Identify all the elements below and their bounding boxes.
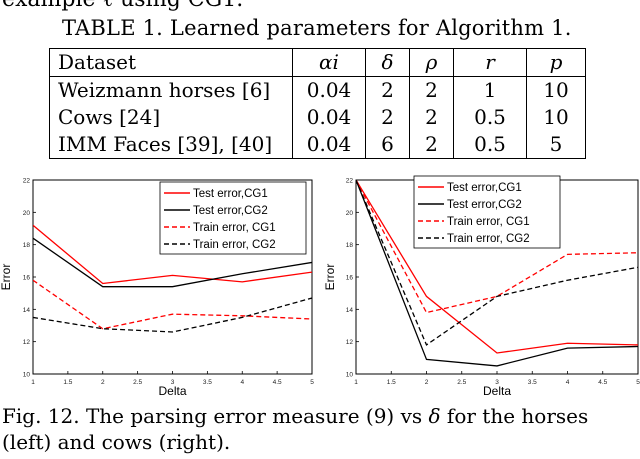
y-axis-label: Error — [323, 264, 337, 291]
x-tick-label: 1 — [354, 379, 358, 386]
cell-r: 0.5 — [453, 104, 527, 131]
y-tick-label: 16 — [346, 275, 354, 282]
cell-alpha: 0.04 — [292, 76, 366, 104]
header-dataset: Dataset — [49, 48, 293, 77]
figure-caption-text: Fig. 12. The parsing error measure (9) v… — [2, 404, 429, 428]
figure-caption-text-end: for the horses — [440, 404, 589, 428]
y-tick-label: 10 — [23, 372, 31, 379]
figure-caption-delta: δ — [428, 404, 441, 428]
y-tick-label: 14 — [23, 307, 31, 314]
series-line-1 — [33, 224, 312, 285]
legend-box — [413, 175, 561, 249]
x-tick-label: 5 — [310, 379, 314, 386]
cell-alpha: 0.04 — [292, 104, 366, 131]
y-tick-label: 12 — [23, 339, 31, 346]
x-tick-label: 4 — [566, 379, 570, 386]
cell-delta: 6 — [365, 131, 410, 159]
legend-entry: Test error,CG1 — [447, 182, 522, 194]
cell-alpha: 0.04 — [292, 131, 366, 159]
figure-caption-line2: (left) and cows (right). — [2, 430, 231, 454]
table-header-row: Dataset αi δ ρ r p — [49, 48, 586, 77]
legend-entry: Train error, CG1 — [193, 222, 276, 234]
series-line-1 — [356, 180, 638, 354]
cell-p: 10 — [526, 104, 586, 131]
x-tick-label: 4 — [240, 379, 244, 386]
y-tick-label: 16 — [23, 275, 31, 282]
y-axis-label: Error — [0, 264, 13, 291]
series-line-3 — [356, 180, 638, 314]
series-line-4 — [356, 180, 638, 346]
preceding-text-line: example ℓ using CG1. — [2, 0, 243, 12]
x-tick-label: 5 — [636, 379, 640, 386]
x-axis-label: Delta — [483, 384, 511, 398]
x-tick-label: 1.5 — [387, 379, 396, 386]
horses-error-plot: 1 1.5 2 2.5 3 3.5 4 4.5 5 10 12 14 16 18 20 22 Delta Erro… — [0, 178, 314, 399]
x-tick-label: 4.5 — [598, 379, 607, 386]
x-tick-label: 2.5 — [133, 379, 142, 386]
y-tick-label: 22 — [346, 178, 354, 185]
y-tick-label: 14 — [346, 307, 354, 314]
series-line-2 — [33, 237, 312, 288]
cell-dataset: IMM Faces [39], [40] — [49, 131, 293, 159]
y-tick-label: 10 — [346, 372, 354, 379]
series-line-3 — [33, 279, 312, 330]
x-tick-label: 3.5 — [203, 379, 212, 386]
cell-r: 1 — [453, 76, 527, 104]
x-tick-label: 3 — [495, 379, 499, 386]
cell-rho: 2 — [409, 104, 454, 131]
header-delta: δ — [365, 48, 410, 77]
x-tick-label: 3 — [171, 379, 175, 386]
cell-r: 0.5 — [453, 131, 527, 159]
cell-delta: 2 — [365, 104, 410, 131]
y-tick-label: 18 — [23, 242, 31, 249]
header-p: p — [526, 48, 586, 77]
cell-delta: 2 — [365, 76, 410, 104]
table-row: Weizmann horses [6] 0.04 2 2 1 10 — [49, 76, 586, 104]
table-row: IMM Faces [39], [40] 0.04 6 2 0.5 5 — [49, 131, 586, 159]
x-tick-label: 3.5 — [528, 379, 537, 386]
x-tick-label: 2 — [101, 379, 105, 386]
x-tick-label: 1.5 — [63, 379, 72, 386]
header-rho: ρ — [409, 48, 454, 77]
y-tick-label: 12 — [346, 339, 354, 346]
header-r: r — [453, 48, 527, 77]
cell-dataset: Weizmann horses [6] — [49, 76, 293, 104]
header-alpha: αi — [292, 48, 366, 77]
legend-entry: Test error,CG2 — [447, 199, 522, 211]
legend-entry: Train error, CG2 — [447, 233, 530, 245]
figure-caption: Fig. 12. The parsing error measure (9) v… — [2, 403, 588, 455]
legend-entry: Train error, CG2 — [193, 239, 276, 251]
cell-p: 10 — [526, 76, 586, 104]
y-tick-label: 20 — [23, 210, 31, 217]
cell-dataset: Cows [24] — [49, 104, 293, 131]
cell-rho: 2 — [409, 131, 454, 159]
legend-entry: Train error, CG1 — [447, 216, 530, 228]
cows-error-plot: 1 1.5 2 2.5 3 3.5 4 4.5 5 10 12 14 16 18 20 22 Delta Erro… — [323, 175, 640, 398]
y-tick-label: 20 — [346, 210, 354, 217]
x-tick-label: 2.5 — [457, 379, 466, 386]
x-tick-label: 4.5 — [273, 379, 282, 386]
x-tick-label: 2 — [425, 379, 429, 386]
x-axis-label: Delta — [158, 384, 186, 398]
cell-rho: 2 — [409, 76, 454, 104]
legend-entry: Test error,CG1 — [193, 188, 268, 200]
table-row: Cows [24] 0.04 2 2 0.5 10 — [49, 104, 586, 131]
series-line-4 — [33, 297, 312, 333]
legend-entry: Test error,CG2 — [193, 205, 268, 217]
legend-box — [159, 181, 307, 255]
parameters-table: Dataset αi δ ρ r p Weizmann horses [6] 0… — [49, 48, 586, 159]
table-caption: TABLE 1. Learned parameters for Algorith… — [62, 16, 572, 40]
x-tick-label: 1 — [31, 379, 35, 386]
y-tick-label: 18 — [346, 242, 354, 249]
series-line-2 — [356, 180, 638, 367]
cell-p: 5 — [526, 131, 586, 159]
y-tick-label: 22 — [23, 178, 31, 185]
